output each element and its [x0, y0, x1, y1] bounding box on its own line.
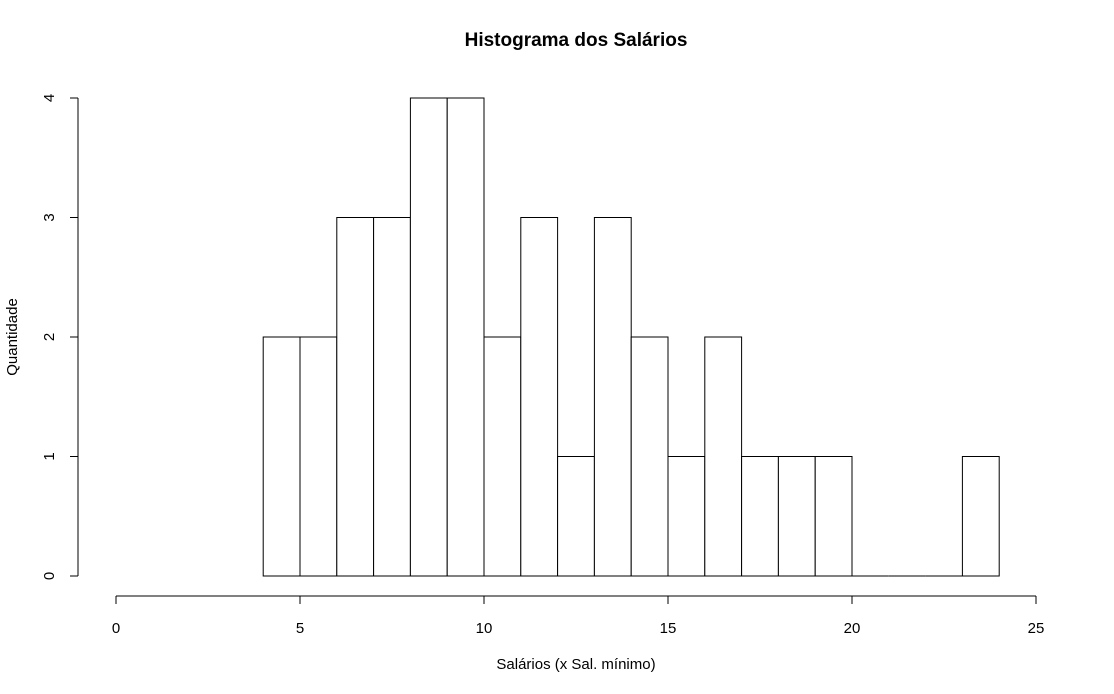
- histogram-bar-8-9: [409, 97, 448, 577]
- x-axis: 0 5 10 15 20 25: [112, 595, 1045, 637]
- histogram-bar-6-7: [336, 217, 375, 577]
- y-tick-label: 4: [41, 94, 58, 102]
- y-axis: 0 1 2 3 4: [41, 94, 79, 580]
- histogram-bar-18-19: [777, 456, 816, 577]
- histogram-bar-13-14: [593, 217, 632, 577]
- histogram-bar-16-17: [704, 336, 743, 577]
- histogram-bar-23-24: [961, 456, 1000, 577]
- histogram-bar-5-6: [299, 336, 338, 577]
- x-tick-label: 0: [112, 620, 120, 637]
- histogram-bar-15-16: [667, 456, 706, 577]
- x-tick-label: 10: [476, 620, 493, 637]
- histogram-bar-4-5: [262, 336, 301, 577]
- y-tick-label: 1: [41, 452, 58, 460]
- histogram-bar-12-13: [557, 456, 595, 577]
- chart-title: Histograma dos Salários: [465, 30, 688, 51]
- x-tick-label: 5: [296, 620, 304, 637]
- x-axis-title: Salários (x Sal. mínimo): [496, 656, 655, 673]
- x-tick-label: 20: [844, 620, 861, 637]
- x-tick-label: 15: [660, 620, 677, 637]
- histogram-bar-7-8: [373, 217, 411, 577]
- histogram-bar-14-15: [630, 336, 669, 577]
- y-axis-title: Quantidade: [4, 298, 21, 376]
- histogram-bar-10-11: [483, 336, 522, 577]
- histogram-bar-17-18: [741, 456, 779, 577]
- histogram-bar-11-12: [520, 217, 559, 577]
- y-tick-label: 3: [41, 213, 58, 221]
- x-tick-label: 25: [1028, 620, 1045, 637]
- histogram-bar-9-10: [446, 97, 485, 577]
- histogram-bar-19-20: [814, 456, 853, 577]
- bars-group: [262, 97, 1000, 577]
- y-tick-label: 2: [41, 333, 58, 341]
- y-tick-label: 0: [41, 572, 58, 580]
